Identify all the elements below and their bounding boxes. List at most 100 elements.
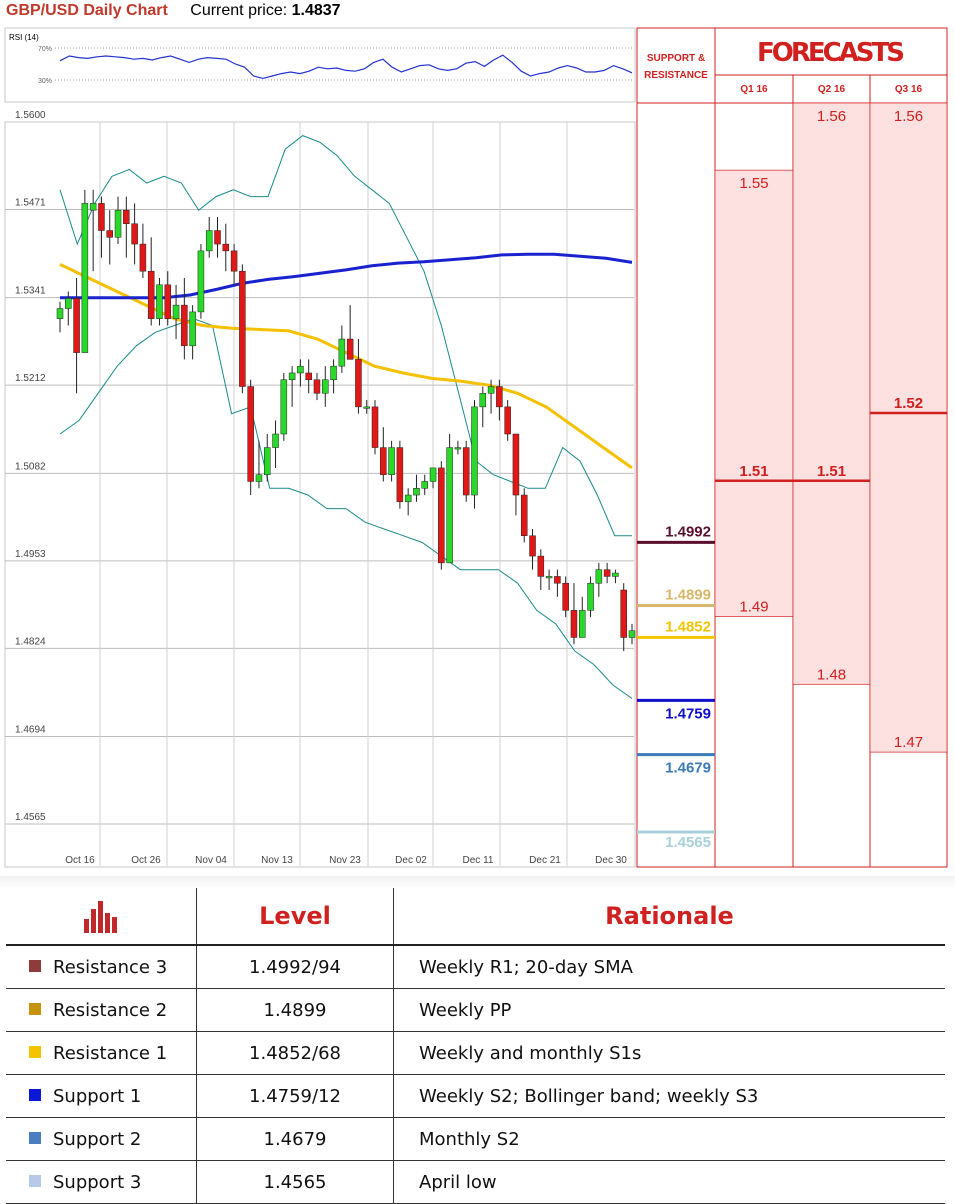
y-tick-label: 1.4694: [15, 725, 46, 736]
candle-body: [89, 203, 97, 211]
candle-body: [255, 474, 263, 482]
forecast-low-label: 1.48: [817, 666, 846, 683]
row-rationale: Weekly R1; 20-day SMA: [393, 945, 945, 989]
candle-body: [446, 447, 453, 564]
candle-body: [454, 447, 462, 450]
candle-body: [628, 630, 636, 638]
sr-levels: 1.4992 1.4899 1.4852 1.4759 1.4679 1.4565: [637, 523, 715, 851]
sma-blue: [60, 252, 633, 300]
sr-level-label: 1.4992: [665, 523, 711, 540]
y-tick-label: 1.4953: [15, 549, 46, 560]
candle-body: [487, 386, 495, 394]
rsi-label: RSI (14): [9, 33, 39, 42]
forecast-columns: Q1 16 1.55 1.49 1.51 Q2 16 1.56 1.48 1.51 Q3 16 1…: [714, 84, 948, 753]
candle-body: [346, 338, 354, 360]
candle-body: [330, 365, 337, 380]
bollinger-upper: [59, 135, 632, 537]
levels-table: Level Rationale Resistance 3 1.4992/94 Wee…: [6, 888, 945, 1204]
forecast-high-label: 1.56: [817, 108, 846, 125]
chart-title: GBP/USD Daily Chart: [6, 2, 168, 19]
row-rationale: Weekly and monthly S1s: [393, 1031, 945, 1075]
row-name-cell: Support 1: [6, 1074, 197, 1118]
candle-body: [197, 250, 205, 313]
row-name: Support 2: [53, 1128, 142, 1150]
forecast-range: [714, 169, 794, 617]
candle-body: [164, 284, 172, 319]
y-tick-label: 1.5212: [15, 373, 46, 384]
table-background: [0, 876, 955, 890]
candle-body: [147, 270, 155, 319]
row-level: 1.4759/12: [196, 1074, 394, 1118]
candle-body: [73, 298, 80, 353]
candle-body: [313, 379, 321, 394]
y-tick-label: 1.4824: [15, 636, 46, 647]
color-swatch: [29, 1174, 41, 1187]
candle-body: [222, 243, 230, 252]
chart-header: GBP/USD Daily Chart Current price: 1.483…: [6, 0, 341, 24]
price-label: Current price:: [190, 2, 288, 19]
candle-body: [288, 372, 296, 380]
rsi-70-label: 70%: [38, 46, 52, 53]
forecast-high-label: 1.55: [739, 175, 768, 192]
color-swatch: [29, 1002, 41, 1015]
sr-level-label: 1.4852: [665, 618, 711, 635]
candle-body: [214, 230, 221, 245]
forecast-mid-label: 1.51: [817, 463, 846, 480]
candle-body: [462, 447, 470, 496]
candle-body: [322, 379, 329, 394]
sr-label-1: SUPPORT &: [647, 53, 705, 64]
candle-body: [123, 209, 130, 224]
row-name: Support 1: [53, 1085, 142, 1107]
candle-body: [280, 379, 288, 435]
candle-body: [355, 359, 362, 408]
candle-body: [56, 308, 64, 319]
candle-body: [114, 209, 122, 238]
table-row: Support 1 1.4759/12 Weekly S2; Bollinger b…: [6, 1074, 945, 1118]
candles: [56, 189, 636, 652]
y-tick-label: 1.5341: [15, 286, 46, 297]
sr-label-2: RESISTANCE: [644, 70, 708, 81]
row-rationale: Weekly S2; Bollinger band; weekly S3: [393, 1074, 945, 1118]
row-name: Resistance 3: [53, 956, 168, 978]
x-tick-label: Nov 04: [195, 855, 227, 866]
candle-body: [65, 298, 72, 309]
candle-body: [239, 270, 246, 387]
row-level: 1.4992/94: [196, 945, 394, 989]
candle-body: [131, 223, 138, 245]
rsi-line: [59, 54, 633, 80]
candle-body: [603, 569, 611, 577]
candle-body: [272, 433, 279, 448]
row-level: 1.4679: [196, 1117, 394, 1161]
candle-body: [570, 610, 578, 638]
y-tick-label: 1.4565: [15, 812, 46, 823]
candle-body: [545, 576, 553, 579]
row-rationale: April low: [393, 1160, 945, 1204]
row-level: 1.4852/68: [196, 1031, 394, 1075]
levels-table-body: Resistance 3 1.4992/94 Weekly R1; 20-day S…: [6, 945, 945, 1204]
candle-body: [404, 494, 412, 503]
forecast-range: [792, 102, 871, 685]
sr-level-label: 1.4899: [665, 586, 711, 603]
rsi-panel: RSI (14) 70% 30%: [4, 27, 636, 103]
x-tick-label: Dec 02: [395, 855, 427, 866]
candle-body: [247, 386, 254, 482]
candle-body: [438, 467, 445, 564]
table-row: Resistance 2 1.4899 Weekly PP: [6, 988, 945, 1032]
candle-body: [297, 365, 304, 374]
row-name: Resistance 2: [53, 999, 168, 1021]
forecast-col-header: Q2 16: [818, 84, 846, 95]
bollinger-bands: [59, 135, 633, 699]
candle-body: [371, 406, 379, 448]
row-rationale: Weekly PP: [393, 988, 945, 1032]
x-tick-label: Nov 13: [261, 855, 293, 866]
candle-body: [595, 569, 603, 584]
forecast-low-label: 1.47: [894, 734, 923, 751]
row-name: Resistance 1: [53, 1042, 168, 1064]
candle-body: [172, 304, 180, 319]
bollinger-lower: [59, 318, 633, 699]
candle-body: [413, 488, 420, 496]
candle-body: [612, 572, 619, 577]
candle-body: [579, 610, 586, 638]
table-row: Support 2 1.4679 Monthly S2: [6, 1117, 945, 1161]
forecast-col-header: Q3 16: [895, 84, 923, 95]
